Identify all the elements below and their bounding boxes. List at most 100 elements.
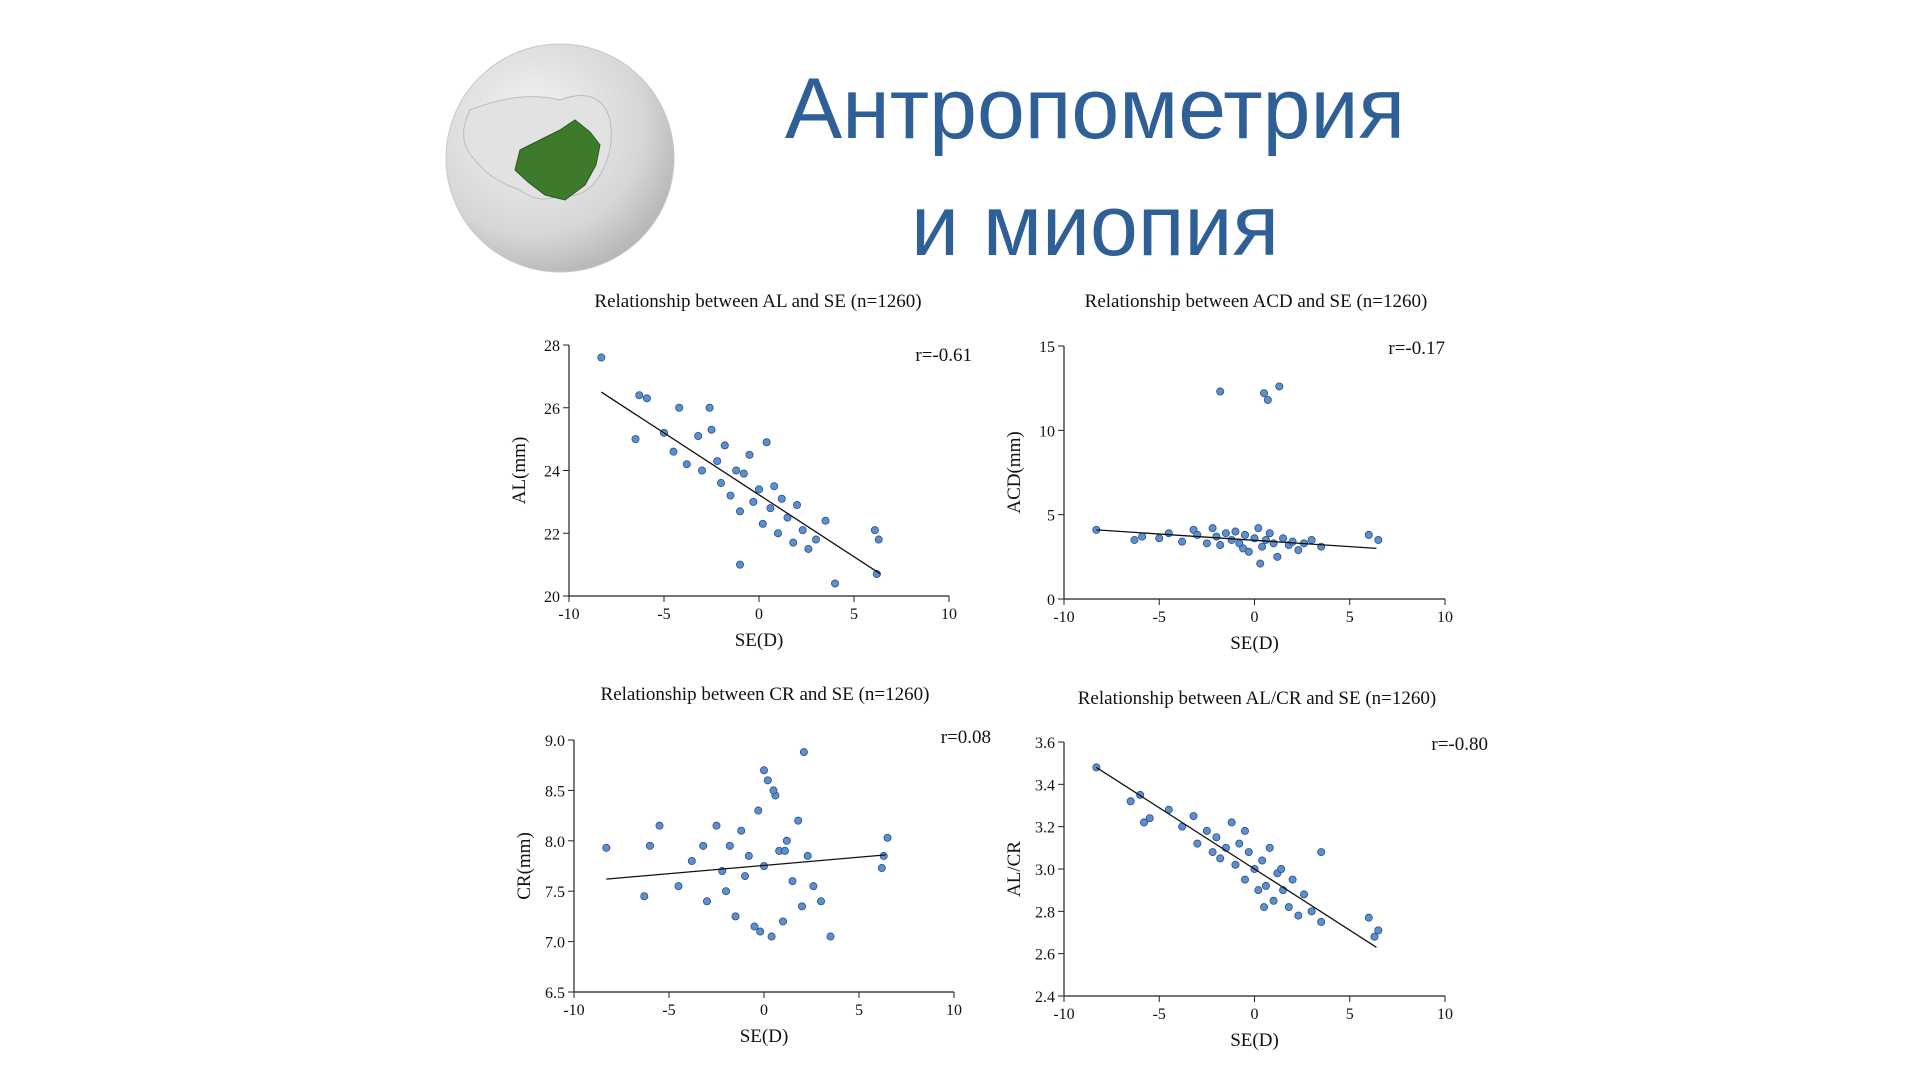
point — [655, 821, 664, 830]
x-tick-label: 5 — [1346, 1006, 1354, 1023]
y-axis-label: AL(mm) — [509, 437, 530, 505]
y-tick-label: 6.5 — [545, 985, 565, 1002]
point — [817, 897, 826, 906]
point — [1126, 797, 1135, 806]
x-tick-label: -10 — [563, 1002, 584, 1019]
point — [756, 927, 765, 936]
x-tick-label: 10 — [1437, 1006, 1453, 1023]
trend-line — [1096, 529, 1377, 550]
point — [1235, 839, 1244, 848]
point — [1202, 539, 1211, 548]
point — [1265, 843, 1274, 852]
point — [1256, 559, 1265, 568]
point — [1261, 535, 1270, 544]
point — [725, 841, 734, 850]
point — [1202, 826, 1211, 835]
point — [726, 491, 735, 500]
point — [870, 526, 879, 535]
x-tick-label: 0 — [1251, 1006, 1259, 1023]
point — [758, 519, 767, 528]
point — [737, 826, 746, 835]
point — [1239, 544, 1248, 553]
y-tick-label: 7.0 — [545, 935, 565, 952]
x-tick-label: 10 — [946, 1002, 962, 1019]
point — [1240, 530, 1249, 539]
y-tick-label: 5 — [1047, 508, 1055, 525]
point — [760, 766, 769, 775]
point — [1370, 932, 1379, 941]
y-tick-label: 3.4 — [1035, 777, 1055, 794]
y-axis-label: CR(mm) — [514, 832, 535, 900]
chart-title: Relationship between ACD and SE (n=1260) — [1085, 291, 1428, 312]
point — [682, 460, 691, 469]
point — [1155, 534, 1164, 543]
globe — [445, 43, 675, 273]
point — [763, 776, 772, 785]
point — [799, 748, 808, 757]
point — [640, 892, 649, 901]
point — [1317, 848, 1326, 857]
point — [720, 441, 729, 450]
y-tick-label: 3.0 — [1035, 862, 1055, 879]
point — [745, 450, 754, 459]
point — [877, 864, 886, 873]
y-tick-label: 24 — [544, 464, 560, 481]
x-tick-label: 5 — [1346, 609, 1354, 626]
annotation: r=-0.80 — [1431, 734, 1488, 755]
point — [874, 535, 883, 544]
point — [736, 507, 745, 516]
x-tick-label: 5 — [850, 606, 858, 623]
point — [755, 485, 764, 494]
trend-line — [600, 391, 881, 575]
x-tick-label: 10 — [1437, 609, 1453, 626]
x-tick-label: 0 — [1251, 609, 1259, 626]
point — [1221, 529, 1230, 538]
chart-title: Relationship between CR and SE (n=1260) — [601, 684, 930, 705]
point — [597, 353, 606, 362]
point — [1231, 860, 1240, 869]
point — [1284, 903, 1293, 912]
x-tick-label: -5 — [1153, 1006, 1166, 1023]
point — [1261, 881, 1270, 890]
point — [1288, 537, 1297, 546]
y-tick-label: 10 — [1039, 423, 1055, 440]
point — [631, 435, 640, 444]
point — [646, 841, 655, 850]
point — [770, 482, 779, 491]
y-tick-label: 26 — [544, 401, 560, 418]
y-tick-label: 2.8 — [1035, 904, 1055, 921]
y-tick-label: 3.2 — [1035, 820, 1055, 837]
point — [687, 856, 696, 865]
point — [1364, 913, 1373, 922]
point — [812, 535, 821, 544]
y-tick-label: 8.0 — [545, 834, 565, 851]
point — [1288, 875, 1297, 884]
y-tick-label: 28 — [544, 338, 560, 355]
point — [1145, 814, 1154, 823]
point — [1212, 833, 1221, 842]
point — [1260, 389, 1269, 398]
point — [602, 843, 611, 852]
x-axis-label: SE(D) — [740, 1026, 789, 1047]
x-tick-label: 5 — [855, 1002, 863, 1019]
point — [782, 836, 791, 845]
point — [1178, 537, 1187, 546]
point — [789, 538, 798, 547]
x-tick-label: -5 — [1153, 609, 1166, 626]
point — [777, 494, 786, 503]
x-tick-label: -5 — [657, 606, 670, 623]
chart-title: Relationship between AL and SE (n=1260) — [594, 291, 921, 312]
point — [731, 912, 740, 921]
point — [1307, 535, 1316, 544]
y-tick-label: 20 — [544, 589, 560, 606]
point — [1307, 907, 1316, 916]
point — [707, 425, 716, 434]
point — [749, 497, 758, 506]
point — [1216, 854, 1225, 863]
trend-line — [1096, 766, 1377, 948]
point — [1300, 890, 1309, 899]
point — [798, 902, 807, 911]
point — [717, 479, 726, 488]
point — [1294, 546, 1303, 555]
